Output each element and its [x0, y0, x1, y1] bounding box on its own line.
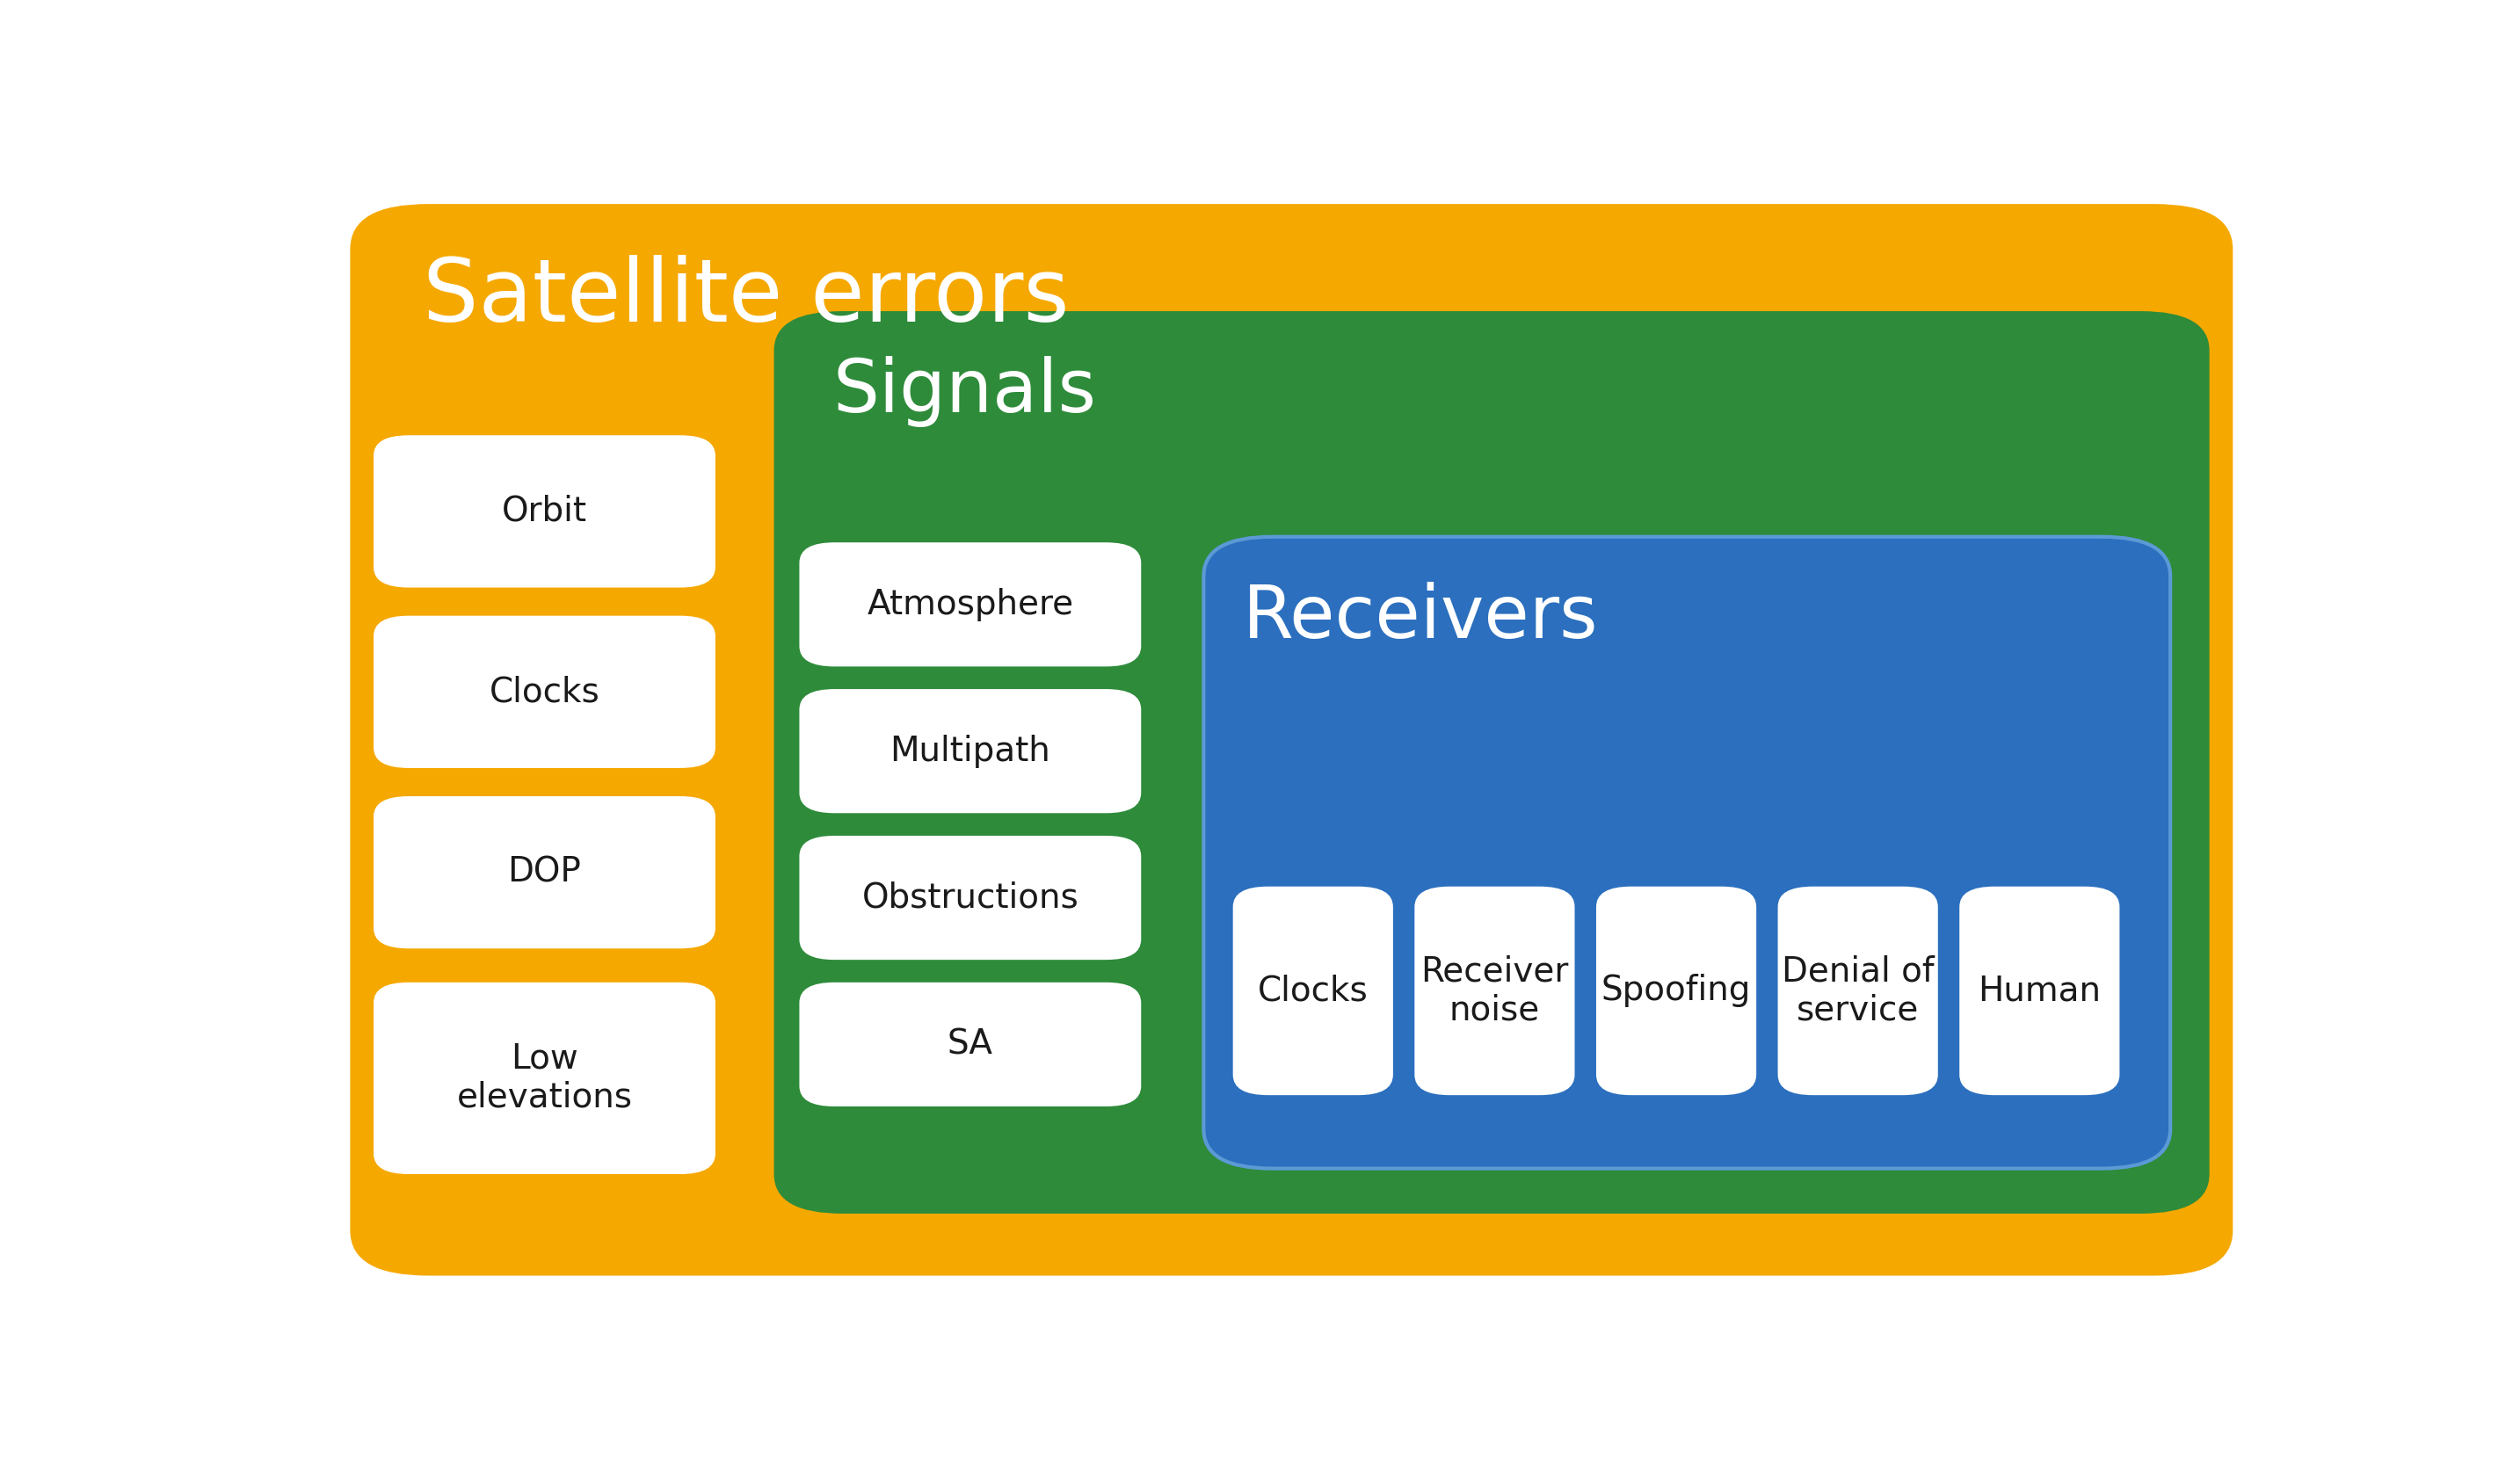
FancyBboxPatch shape	[1232, 886, 1394, 1096]
Text: Clocks: Clocks	[1257, 974, 1368, 1008]
FancyBboxPatch shape	[373, 615, 716, 768]
FancyBboxPatch shape	[373, 797, 716, 948]
Text: Clocks: Clocks	[489, 675, 600, 709]
Text: Receivers: Receivers	[1242, 582, 1598, 653]
FancyBboxPatch shape	[1961, 886, 2119, 1096]
Text: Signals: Signals	[832, 356, 1096, 428]
FancyBboxPatch shape	[350, 204, 2233, 1276]
Text: Satellite errors: Satellite errors	[423, 255, 1068, 340]
FancyBboxPatch shape	[1595, 886, 1756, 1096]
FancyBboxPatch shape	[799, 542, 1142, 667]
FancyBboxPatch shape	[799, 689, 1142, 813]
FancyBboxPatch shape	[373, 983, 716, 1173]
FancyBboxPatch shape	[1414, 886, 1575, 1096]
Text: Low
elevations: Low elevations	[456, 1042, 633, 1115]
Text: Obstructions: Obstructions	[862, 880, 1079, 914]
Text: Atmosphere: Atmosphere	[867, 587, 1074, 621]
Text: Human: Human	[1978, 974, 2102, 1008]
FancyBboxPatch shape	[1205, 536, 2170, 1169]
FancyBboxPatch shape	[774, 311, 2210, 1213]
Text: Receiver
noise: Receiver noise	[1421, 955, 1567, 1027]
FancyBboxPatch shape	[799, 983, 1142, 1106]
Text: SA: SA	[948, 1028, 993, 1061]
FancyBboxPatch shape	[799, 835, 1142, 960]
Text: Spoofing: Spoofing	[1600, 974, 1751, 1008]
Text: Denial of
service: Denial of service	[1782, 955, 1935, 1027]
Text: Orbit: Orbit	[501, 495, 587, 527]
FancyBboxPatch shape	[373, 435, 716, 587]
Text: DOP: DOP	[507, 856, 582, 889]
FancyBboxPatch shape	[1777, 886, 1938, 1096]
Text: Multipath: Multipath	[890, 734, 1051, 768]
